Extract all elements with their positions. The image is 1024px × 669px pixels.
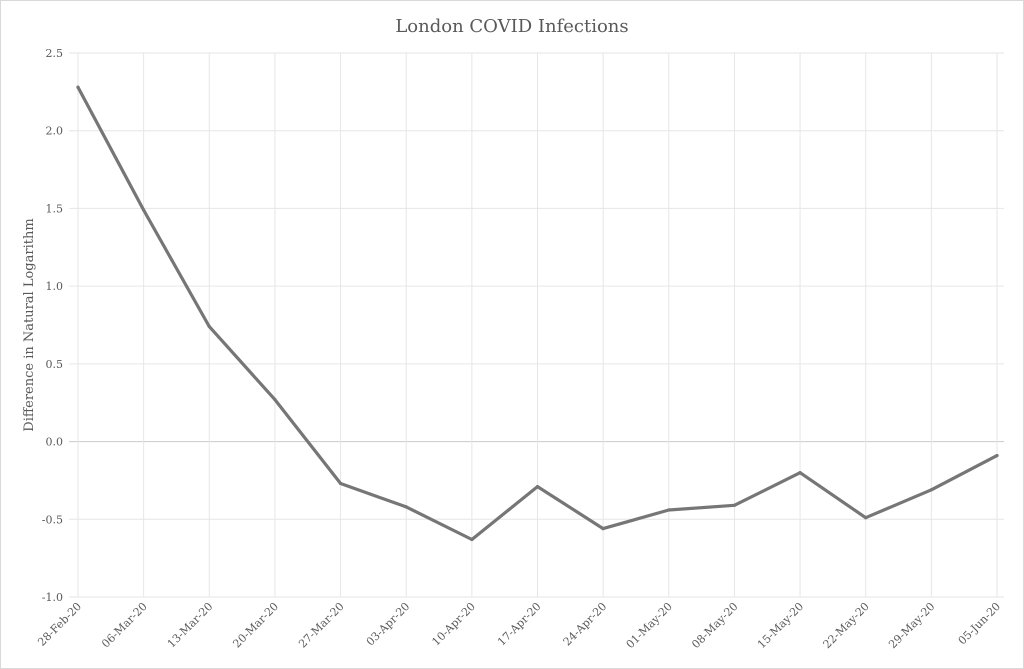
data-point — [470, 537, 474, 542]
x-tick-label: 22-May-20 — [821, 600, 872, 651]
data-point — [929, 488, 933, 492]
data-point — [207, 324, 211, 329]
x-tick-label: 13-Mar-20 — [165, 600, 216, 651]
tick-labels: 2.5 2.0 1.5 1.0 0.5 0.0 -0.5 -1.028-Feb-20 06-Ma… — [35, 47, 1003, 651]
y-tick-label: 0.0 — [46, 436, 64, 449]
data-point — [667, 508, 671, 512]
data-point — [273, 398, 277, 402]
x-tick-label: 17-Apr-20 — [495, 600, 544, 649]
data-point — [76, 85, 80, 89]
data-point — [798, 471, 802, 475]
y-tick-label: 1.0 — [46, 280, 64, 293]
x-tick-label: 15-May-20 — [755, 600, 806, 651]
chart-title: London COVID Infections — [395, 16, 628, 37]
x-tick-label: 03-Apr-20 — [364, 600, 413, 649]
y-tick-label: 2.5 — [46, 47, 64, 60]
y-tick-label: 0.5 — [46, 358, 64, 371]
x-tick-label: 08-May-20 — [689, 600, 740, 651]
x-tick-label: 24-Apr-20 — [561, 600, 610, 649]
y-tick-label: 2.0 — [46, 125, 64, 138]
x-tick-label: 28-Feb-20 — [35, 600, 84, 649]
data-point — [601, 527, 605, 531]
data-point — [535, 485, 540, 489]
x-tick-label: 27-Mar-20 — [296, 600, 347, 651]
y-tick-label: -1.0 — [42, 591, 63, 604]
series-layer — [76, 85, 999, 542]
x-tick-label: 05-Jun-20 — [956, 600, 1003, 647]
x-tick-label: 01-May-20 — [624, 600, 675, 651]
data-point — [338, 481, 343, 486]
data-point — [995, 453, 999, 458]
y-tick-label: -0.5 — [42, 513, 63, 526]
x-tick-label: 29-May-20 — [886, 600, 937, 651]
data-point — [142, 208, 146, 212]
x-tick-label: 10-Apr-20 — [429, 600, 478, 649]
data-point — [732, 503, 737, 507]
y-axis-label: Difference in Natural Logarithm — [22, 218, 37, 431]
x-tick-label: 06-Mar-20 — [99, 600, 150, 651]
x-tick-label: 20-Mar-20 — [230, 600, 281, 651]
data-point — [864, 516, 868, 520]
y-tick-label: 1.5 — [46, 202, 64, 215]
data-point — [404, 505, 408, 509]
